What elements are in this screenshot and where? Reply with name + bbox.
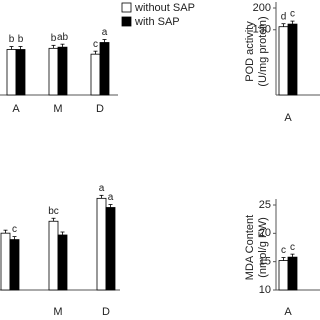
significance-letter: a <box>108 192 114 203</box>
significance-letter: b <box>18 34 24 45</box>
significance-letter: a <box>99 183 105 194</box>
x-tick-label: A <box>284 112 292 124</box>
x-tick-label: A <box>284 306 292 318</box>
x-tick-label: M <box>53 306 62 318</box>
significance-letter: d <box>281 11 287 22</box>
significance-letter: bc <box>48 206 59 217</box>
x-tick-label: A <box>12 103 20 115</box>
bar <box>90 53 101 96</box>
y-tick-label: 150 <box>253 24 271 36</box>
significance-letter: c <box>281 245 286 256</box>
significance-letter: b <box>9 34 15 45</box>
y-axis-label: POD activity <box>244 21 256 82</box>
bar <box>105 207 116 291</box>
bar <box>9 239 20 291</box>
bar <box>278 26 289 96</box>
significance-letter: c <box>290 9 295 20</box>
significance-letter: ab <box>57 32 69 43</box>
legend-swatch <box>121 16 132 27</box>
x-tick-label: D <box>96 103 104 115</box>
y-tick-label: 10 <box>259 284 271 296</box>
y-tick-label: 20 <box>259 227 271 239</box>
significance-letter: a <box>102 27 108 38</box>
bar <box>0 232 11 291</box>
bar <box>278 260 289 291</box>
significance-letter: c <box>290 242 295 253</box>
y-tick-label: 25 <box>259 199 271 211</box>
bar <box>99 42 110 96</box>
y-axis-label: (nmol/g FW) <box>257 217 269 278</box>
x-tick-label: D <box>102 306 110 318</box>
bar <box>6 49 17 96</box>
bar <box>96 197 107 291</box>
legend-swatch <box>121 2 132 13</box>
significance-letter: b <box>51 33 57 44</box>
x-tick-label: M <box>53 103 62 115</box>
legend-label: with SAP <box>134 16 180 28</box>
y-tick-label: 15 <box>259 256 271 268</box>
y-tick-label: 200 <box>253 2 271 14</box>
bar <box>57 234 68 291</box>
bar <box>48 220 59 291</box>
bar <box>57 46 68 96</box>
bar <box>48 47 59 96</box>
bar <box>287 23 298 96</box>
significance-letter: c <box>12 224 17 235</box>
bar <box>287 256 298 291</box>
bar <box>15 49 26 96</box>
legend-label: without SAP <box>134 2 195 14</box>
significance-letter: c <box>93 39 98 50</box>
y-axis-label: MDA Content <box>244 215 256 280</box>
y-axis-label: (U/mg protein) <box>257 16 269 86</box>
